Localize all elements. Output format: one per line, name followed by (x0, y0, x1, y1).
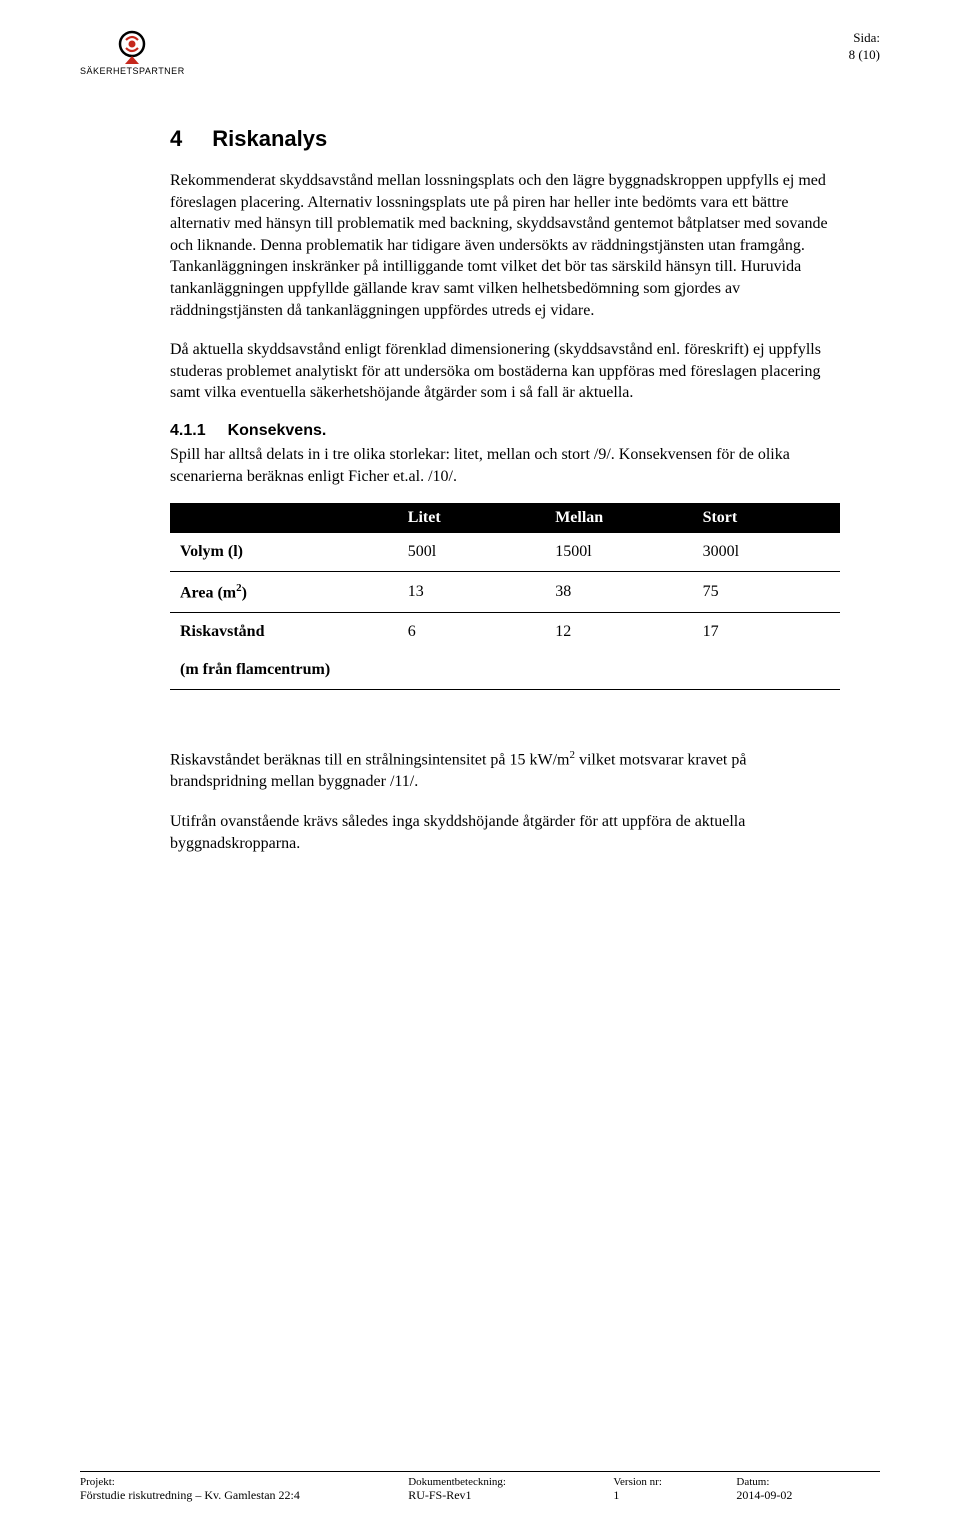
footer-label: Projekt: (80, 1476, 408, 1488)
table-cell: 6 (398, 613, 545, 652)
footer-value: RU-FS-Rev1 (408, 1488, 613, 1503)
footer-dokument: Dokumentbeteckning: RU-FS-Rev1 (408, 1476, 613, 1503)
page-meta: Sida: 8 (10) (849, 30, 880, 64)
row-label-volym: Volym (l) (170, 533, 398, 572)
logo-text: SÄKERHETSPARTNER (80, 66, 185, 76)
table-cell: 500l (398, 533, 545, 572)
footer-projekt: Projekt: Förstudie riskutredning – Kv. G… (80, 1476, 408, 1503)
paragraph-3: Spill har alltså delats in i tre olika s… (170, 444, 840, 487)
table-header-litet: Litet (398, 503, 545, 533)
footer-label: Dokumentbeteckning: (408, 1476, 613, 1488)
section-title: Riskanalys (212, 126, 327, 152)
footer-label: Datum: (736, 1476, 880, 1488)
table-header-row: Litet Mellan Stort (170, 503, 840, 533)
sida-label: Sida: (849, 30, 880, 47)
table-cell: 75 (693, 572, 840, 613)
table-cell (398, 651, 545, 690)
row-label-riskavstand: Riskavstånd (170, 613, 398, 652)
footer-value: Förstudie riskutredning – Kv. Gamlestan … (80, 1488, 408, 1503)
table-cell: 38 (545, 572, 692, 613)
table-cell: 1500l (545, 533, 692, 572)
subsection-heading: 4.1.1 Konsekvens. (170, 422, 840, 440)
table-header-mellan: Mellan (545, 503, 692, 533)
row-label-flamcentrum: (m från flamcentrum) (170, 651, 398, 690)
footer-version: Version nr: 1 (613, 1476, 736, 1503)
table-row: Volym (l) 500l 1500l 3000l (170, 533, 840, 572)
footer-datum: Datum: 2014-09-02 (736, 1476, 880, 1503)
table-row: Area (m2) 13 38 75 (170, 572, 840, 613)
paragraph-1: Rekommenderat skyddsavstånd mellan lossn… (170, 170, 840, 321)
paragraph-2: Då aktuella skyddsavstånd enligt förenkl… (170, 339, 840, 404)
logo-block: SÄKERHETSPARTNER (80, 30, 185, 76)
table-cell: 3000l (693, 533, 840, 572)
table-row: (m från flamcentrum) (170, 651, 840, 690)
table-row: Riskavstånd 6 12 17 (170, 613, 840, 652)
section-number: 4 (170, 126, 182, 152)
content-column: 4 Riskanalys Rekommenderat skyddsavstånd… (170, 126, 840, 854)
table-cell: 12 (545, 613, 692, 652)
table-cell (545, 651, 692, 690)
page: SÄKERHETSPARTNER Sida: 8 (10) 4 Riskanal… (0, 0, 960, 1527)
table-header-empty (170, 503, 398, 533)
page-footer: Projekt: Förstudie riskutredning – Kv. G… (80, 1471, 880, 1503)
subsection-title: Konsekvens. (228, 422, 327, 439)
page-number: 8 (10) (849, 47, 880, 64)
footer-value: 2014-09-02 (736, 1488, 880, 1503)
page-header: SÄKERHETSPARTNER Sida: 8 (10) (80, 30, 880, 76)
table-cell: 13 (398, 572, 545, 613)
table-cell: 17 (693, 613, 840, 652)
logo-icon (113, 30, 151, 64)
section-heading: 4 Riskanalys (170, 126, 840, 152)
footer-value: 1 (613, 1488, 736, 1503)
paragraph-5: Utifrån ovanstående krävs således inga s… (170, 811, 840, 854)
table-header-stort: Stort (693, 503, 840, 533)
table-cell (693, 651, 840, 690)
footer-label: Version nr: (613, 1476, 736, 1488)
scenario-table: Litet Mellan Stort Volym (l) 500l 1500l … (170, 503, 840, 690)
row-label-area: Area (m2) (170, 572, 398, 613)
subsection-number: 4.1.1 (170, 422, 206, 439)
paragraph-4: Riskavståndet beräknas till en strålning… (170, 748, 840, 793)
